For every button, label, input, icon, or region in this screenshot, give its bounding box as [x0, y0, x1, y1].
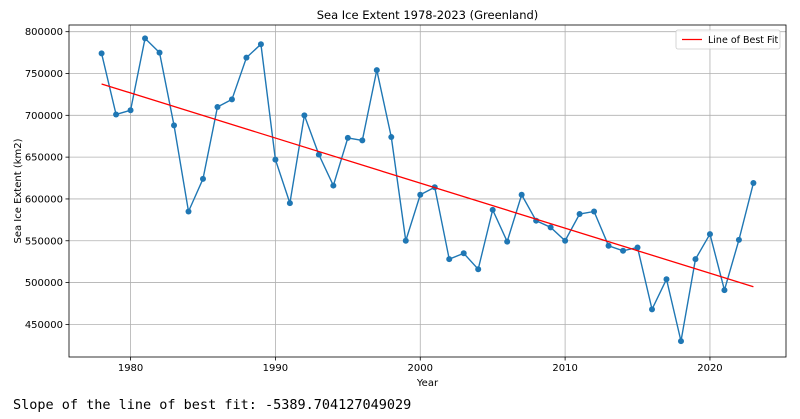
sea-ice-extent-point	[721, 287, 728, 294]
best-fit-line	[101, 83, 754, 288]
sea-ice-extent-point	[228, 96, 235, 103]
sea-ice-extent-point	[692, 256, 699, 263]
y-axis-title: Sea Ice Extent (km2)	[13, 138, 24, 243]
legend-label-best-fit: Line of Best Fit	[708, 35, 778, 46]
y-tick-label: 750000	[25, 69, 63, 80]
sea-ice-extent-point	[373, 67, 380, 74]
sea-ice-extent-point	[301, 112, 308, 119]
sea-ice-extent-point	[735, 236, 742, 243]
sea-ice-extent-point	[750, 180, 757, 187]
sea-ice-extent-point	[199, 175, 206, 182]
x-tick-label: 2020	[697, 363, 722, 374]
sea-ice-extent-point	[591, 208, 598, 215]
sea-ice-extent-point	[330, 182, 337, 189]
x-tick-label: 1990	[263, 363, 288, 374]
sea-ice-extent-point	[489, 206, 496, 213]
x-axis-title: Year	[416, 378, 439, 389]
sea-ice-extent-point	[547, 224, 554, 231]
sea-ice-extent-point	[344, 134, 351, 141]
sea-ice-extent-point	[315, 151, 322, 158]
sea-ice-extent-point	[127, 107, 134, 114]
sea-ice-extent-point	[562, 237, 569, 244]
sea-ice-extent-point	[142, 35, 149, 42]
sea-ice-extent-point	[518, 191, 525, 198]
x-tick-label: 2000	[408, 363, 433, 374]
sea-ice-extent-point	[504, 238, 511, 245]
sea-ice-extent-point	[156, 49, 163, 56]
sea-ice-extent-point	[402, 237, 409, 244]
slope-output-text: Slope of the line of best fit: -5389.704…	[13, 397, 412, 413]
sea-ice-extent-point	[171, 122, 178, 129]
y-tick-label: 700000	[25, 111, 63, 122]
sea-ice-extent-point	[243, 54, 250, 61]
sea-ice-extent-point	[185, 208, 192, 215]
sea-ice-extent-point	[446, 256, 453, 263]
y-tick-label: 600000	[25, 194, 63, 205]
sea-ice-extent-point	[706, 231, 713, 238]
x-tick-label: 1980	[118, 363, 143, 374]
sea-ice-extent-point	[576, 210, 583, 217]
grid-layer	[69, 25, 786, 357]
sea-ice-extent-point	[634, 244, 641, 251]
legend-box	[675, 29, 781, 50]
sea-ice-extent-point	[113, 111, 120, 118]
sea-ice-extent-point	[272, 156, 279, 163]
sea-ice-line-chart: 1980 1990 2000 2010 2020 450000 500000 550000 60…	[13, 8, 787, 389]
chart-canvas: 1980 1990 2000 2010 2020 450000 500000 550000 60…	[13, 8, 787, 389]
sea-ice-extent-point	[620, 247, 627, 254]
plot-frame	[68, 24, 787, 358]
sea-ice-extent-line	[100, 36, 755, 342]
y-tick-label: 550000	[25, 236, 63, 247]
y-tick-label: 800000	[25, 27, 63, 38]
sea-ice-extent-point	[98, 50, 105, 57]
x-tick-label: 2010	[552, 363, 577, 374]
sea-ice-extent-point	[460, 250, 467, 257]
y-tick-label: 500000	[25, 278, 63, 289]
sea-ice-extent-point	[214, 103, 221, 110]
y-tick-label: 650000	[25, 153, 63, 164]
sea-ice-extent-point	[649, 306, 656, 313]
y-tick-label: 450000	[25, 320, 63, 331]
sea-ice-extent-point	[257, 41, 264, 48]
data-layer	[98, 35, 757, 345]
tick-layer: 1980 1990 2000 2010 2020 450000 500000 550000 60…	[25, 27, 723, 374]
sea-ice-extent-point	[475, 266, 482, 273]
sea-ice-extent-point	[417, 191, 424, 198]
sea-ice-extent-point	[663, 276, 670, 283]
sea-ice-extent-point	[286, 200, 293, 207]
sea-ice-extent-point	[605, 242, 612, 249]
sea-ice-extent-point	[677, 338, 684, 345]
chart-title: Sea Ice Extent 1978-2023 (Greenland)	[317, 8, 539, 22]
legend: Line of Best Fit	[675, 29, 781, 50]
sea-ice-extent-point	[359, 137, 366, 144]
sea-ice-extent-point	[388, 134, 395, 141]
